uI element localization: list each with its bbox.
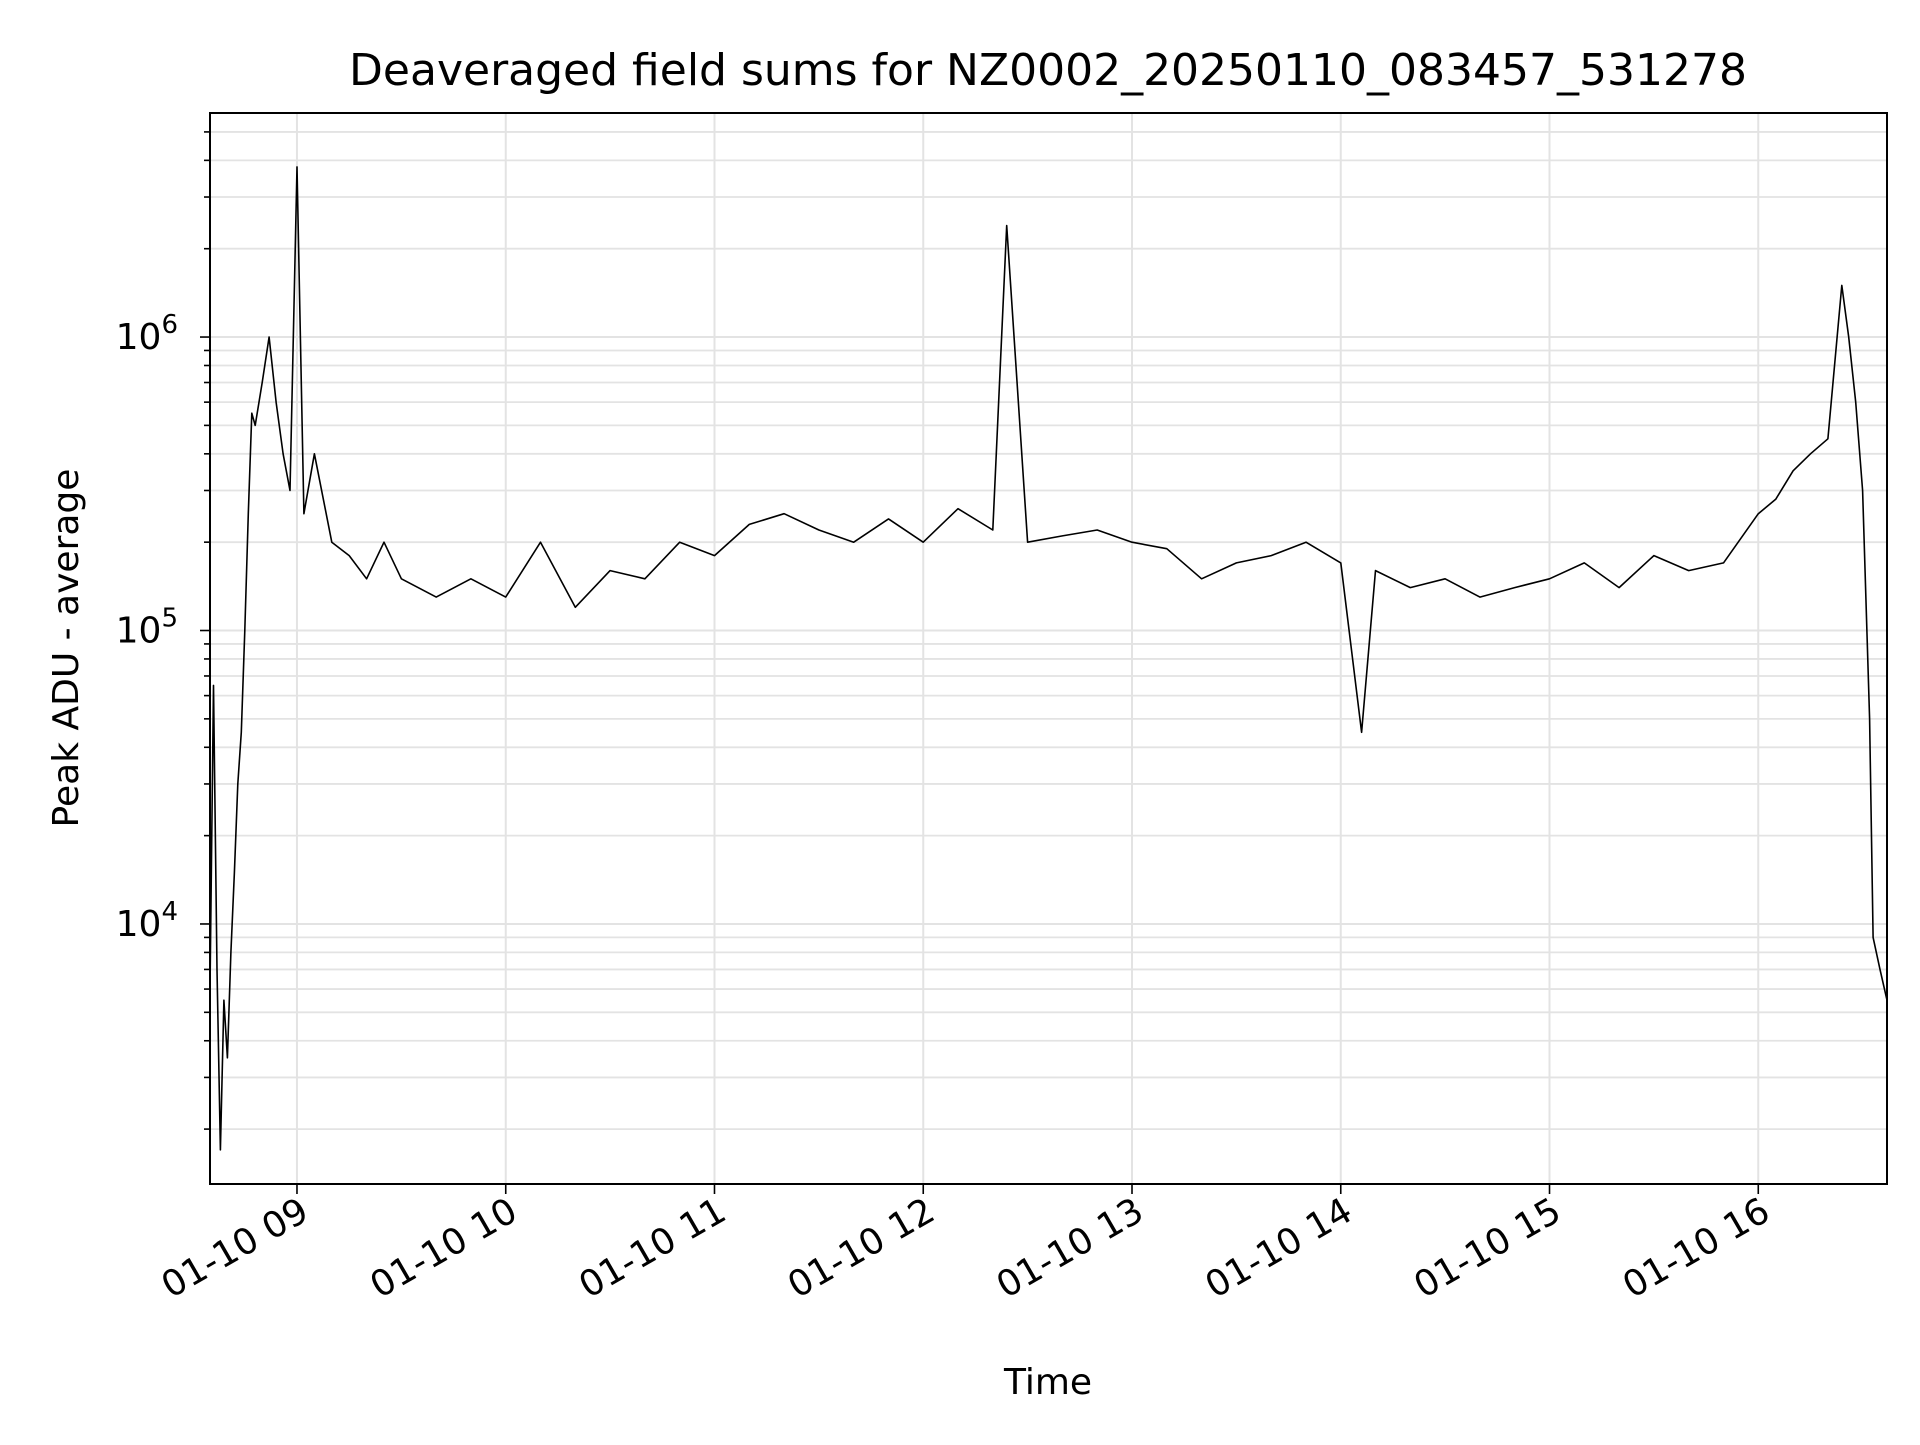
x-tick-label: 01-10 10 [364,1190,525,1306]
x-axis: 01-10 09 01-10 10 01-10 11 01-10 12 01-10 13… [155,1184,1777,1307]
series-line [209,166,1888,1151]
x-tick-label: 01-10 16 [1616,1190,1777,1306]
x-tick-label: 01-10 12 [781,1190,942,1306]
y-tick-label: 105 [116,604,178,652]
y-axis-label: Peak ADU - average [46,469,87,828]
y-tick-base: 10 [116,611,162,652]
y-tick-exponent: 4 [161,897,178,927]
y-tick-exponent: 6 [161,310,178,340]
y-tick-label: 104 [116,897,178,945]
chart-title: Deaveraged field sums for NZ0002_2025011… [349,45,1747,96]
series-layer [209,166,1888,1151]
x-axis-label: Time [1003,1362,1092,1403]
x-tick-label: 01-10 09 [155,1190,316,1306]
y-tick-base: 10 [116,904,162,945]
plot-frame [209,112,1888,1185]
x-tick-label: 01-10 11 [572,1190,733,1306]
y-tick-exponent: 5 [161,604,178,634]
y-tick-label: 106 [116,310,178,358]
grid [210,113,1887,1184]
y-tick-base: 10 [116,317,162,358]
x-tick-label: 01-10 15 [1407,1190,1568,1306]
x-tick-label: 01-10 14 [1199,1190,1360,1306]
x-tick-label: 01-10 13 [990,1190,1151,1306]
